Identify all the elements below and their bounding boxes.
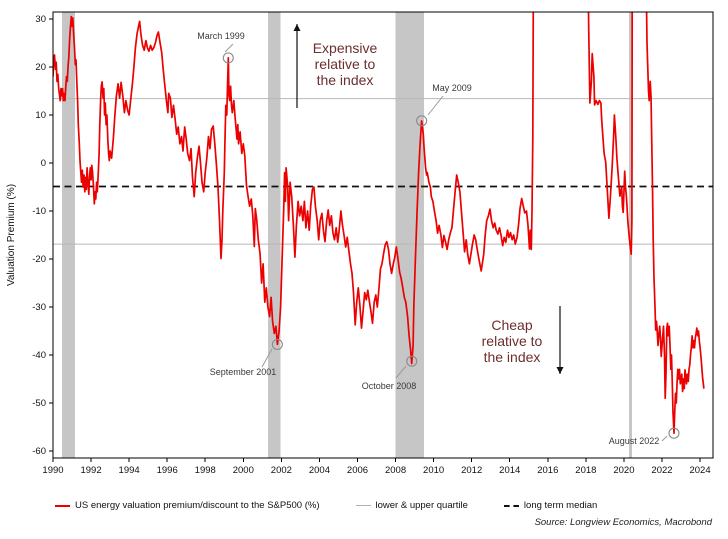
annotation-label: September 2001 <box>210 367 277 377</box>
region-label-line: relative to <box>315 56 376 72</box>
red-line-swatch <box>55 504 70 507</box>
x-tick-label: 2024 <box>689 465 710 476</box>
annotation-label: August 2022 <box>609 436 660 446</box>
y-tick-label: 0 <box>41 158 46 169</box>
legend-item-median: long term median <box>503 500 598 511</box>
legend-label-quartile: lower & upper quartile <box>375 500 468 511</box>
y-tick-label: -50 <box>32 398 46 409</box>
annotation-marker <box>222 52 234 64</box>
dashed-line-swatch <box>503 504 519 507</box>
recession-band <box>395 12 425 458</box>
region-label-line: Cheap <box>491 317 532 333</box>
legend-item-quartile: lower & upper quartile <box>355 500 468 511</box>
annotation-marker <box>271 338 283 350</box>
recession-band <box>628 12 632 458</box>
series-line <box>53 12 705 435</box>
x-tick-label: 2002 <box>271 465 292 476</box>
legend-label-series: US energy valuation premium/discount to … <box>75 500 320 511</box>
recession-band <box>268 12 281 458</box>
legend-item-series: US energy valuation premium/discount to … <box>55 500 320 511</box>
region-label-line: relative to <box>482 333 543 349</box>
x-tick-label: 2022 <box>651 465 672 476</box>
region-label-line: the index <box>317 72 374 88</box>
x-tick-label: 2008 <box>385 465 406 476</box>
x-tick-label: 2016 <box>537 465 558 476</box>
x-tick-label: 2000 <box>233 465 254 476</box>
y-tick-label: -10 <box>32 206 46 217</box>
x-tick-label: 2006 <box>347 465 368 476</box>
arrow-down-head-icon <box>556 367 564 374</box>
region-label-line: Expensive <box>313 40 378 56</box>
y-tick-label: 10 <box>35 110 46 121</box>
x-tick-label: 1994 <box>119 465 140 476</box>
annotation-leader <box>427 95 444 116</box>
y-tick-label: 20 <box>35 62 46 73</box>
x-tick-label: 1998 <box>195 465 216 476</box>
annotation-leader <box>661 435 668 442</box>
source-note: Source: Longview Economics, Macrobond <box>534 517 712 528</box>
annotation-leader <box>224 43 234 53</box>
annotation-marker <box>406 355 418 367</box>
y-tick-label: -60 <box>32 446 46 457</box>
annotation-label: October 2008 <box>362 381 417 391</box>
y-tick-label: -30 <box>32 302 46 313</box>
x-tick-label: 2020 <box>613 465 634 476</box>
gray-line-swatch <box>355 505 371 506</box>
annotation-leader <box>261 348 273 368</box>
y-tick-label: -20 <box>32 254 46 265</box>
annotation-label: May 2009 <box>432 83 472 93</box>
x-tick-label: 2018 <box>575 465 596 476</box>
x-tick-label: 1992 <box>80 465 101 476</box>
y-axis-title: Valuation Premium (%) <box>6 184 17 286</box>
x-tick-label: 1990 <box>42 465 63 476</box>
annotation-leader <box>395 365 407 379</box>
annotation-marker <box>416 115 428 127</box>
legend-label-median: long term median <box>523 500 598 511</box>
plot-border <box>52 11 714 459</box>
y-tick-label: -40 <box>32 350 46 361</box>
x-tick-label: 2004 <box>309 465 330 476</box>
x-tick-label: 2014 <box>499 465 520 476</box>
annotation-marker <box>668 427 680 439</box>
x-tick-label: 2012 <box>461 465 482 476</box>
recession-band <box>61 12 76 458</box>
arrow-up-head-icon <box>293 24 301 31</box>
legend: US energy valuation premium/discount to … <box>55 500 597 511</box>
x-tick-label: 1996 <box>157 465 178 476</box>
x-tick-label: 2010 <box>423 465 444 476</box>
y-tick-label: 30 <box>35 14 46 25</box>
region-label-line: the index <box>484 349 541 365</box>
annotation-label: March 1999 <box>197 31 245 41</box>
